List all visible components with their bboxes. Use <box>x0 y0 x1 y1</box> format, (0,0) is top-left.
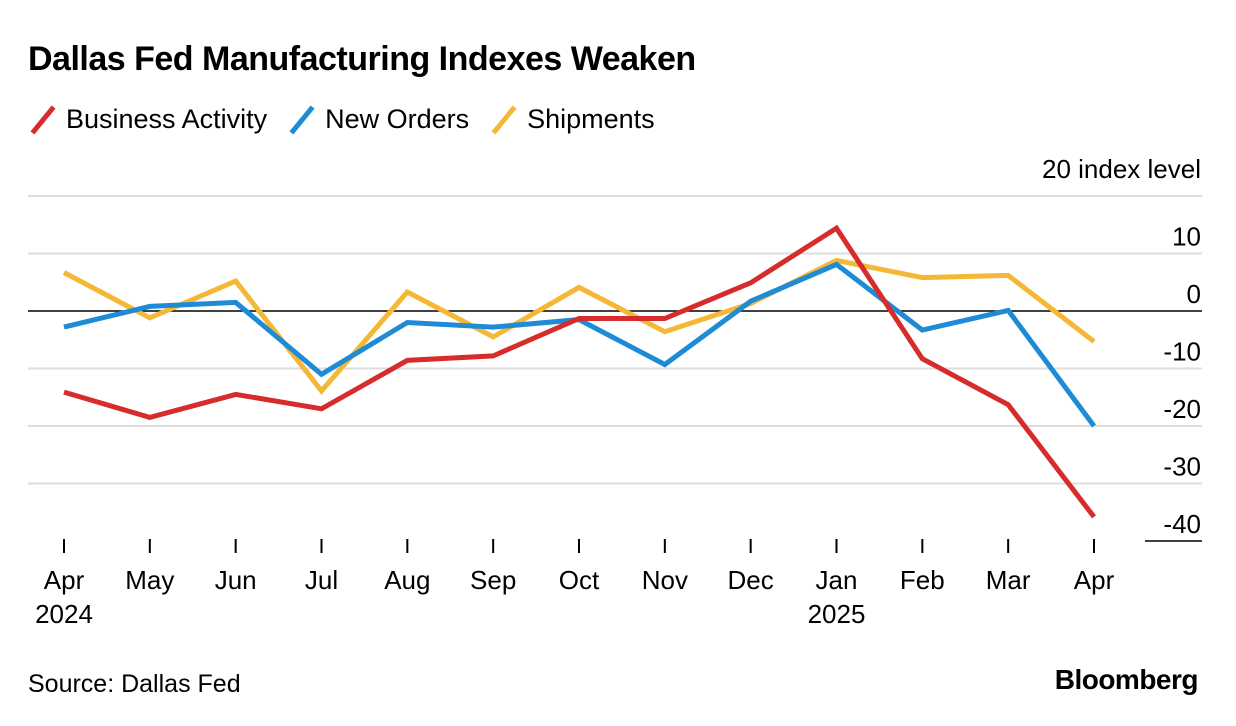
legend-swatch-shipments-icon <box>491 104 517 135</box>
bloomberg-logo: Bloomberg <box>1054 664 1199 695</box>
legend-label-shipments: Shipments <box>527 104 655 134</box>
x-tick-label: Sep <box>470 565 516 595</box>
legend: Business Activity New Orders Shipments <box>28 104 675 135</box>
legend-label-new-orders: New Orders <box>325 104 470 134</box>
x-tick-label: Jan <box>816 565 858 595</box>
x-tick-label: Nov <box>642 565 688 595</box>
y-tick-label: -40 <box>1163 509 1201 539</box>
x-tick-label: Mar <box>986 565 1031 595</box>
x-tick-label: Dec <box>728 565 774 595</box>
x-tick-label: Oct <box>559 565 600 595</box>
series-line-business-activity <box>63 224 1096 519</box>
legend-item-business-activity: Business Activity <box>28 104 267 135</box>
x-year-label: 2025 <box>808 599 866 629</box>
y-tick-label: 0 <box>1187 279 1201 309</box>
chart-title: Dallas Fed Manufacturing Indexes Weaken <box>28 40 696 78</box>
x-tick-label: Aug <box>384 565 430 595</box>
y-tick-label: 20 index level <box>1042 154 1201 184</box>
legend-swatch-new-orders-icon <box>289 104 315 135</box>
x-tick-label: Apr <box>1074 565 1115 595</box>
series-line-shipments <box>62 257 1096 395</box>
legend-item-shipments: Shipments <box>489 104 655 135</box>
source-note: Source: Dallas Fed <box>28 670 241 698</box>
x-tick-label: Jul <box>305 565 338 595</box>
y-tick-label: -20 <box>1163 394 1201 424</box>
x-tick-label: Jun <box>215 565 257 595</box>
x-year-label: 2024 <box>35 599 93 629</box>
x-tick-label: Apr <box>44 565 85 595</box>
y-tick-label: 10 <box>1172 222 1201 252</box>
legend-item-new-orders: New Orders <box>287 104 469 135</box>
x-tick-label: Feb <box>900 565 945 595</box>
y-tick-label: -10 <box>1163 337 1201 367</box>
legend-label-business-activity: Business Activity <box>66 104 268 134</box>
y-tick-label: -30 <box>1163 452 1201 482</box>
legend-swatch-business-activity-icon <box>30 104 56 135</box>
x-tick-label: May <box>125 565 174 595</box>
